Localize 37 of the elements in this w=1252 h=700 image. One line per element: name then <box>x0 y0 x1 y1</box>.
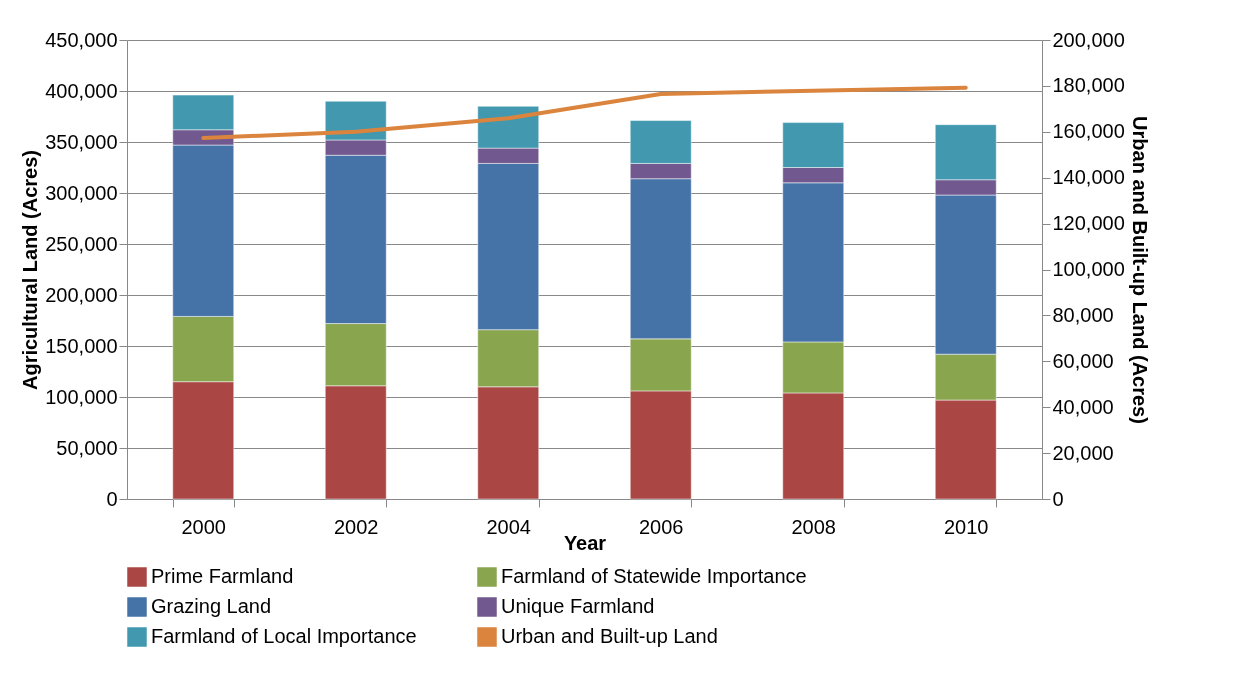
y2-tick-label: 200,000 <box>1052 28 1125 51</box>
x-tick-label: 2000 <box>181 515 226 538</box>
y-tick-label: 50,000 <box>56 436 118 459</box>
y-tick-label: 350,000 <box>45 130 118 153</box>
y2-tick-label: 0 <box>1052 487 1064 510</box>
legend-label: Prime Farmland <box>151 565 294 587</box>
y2-tick-label: 180,000 <box>1052 74 1125 97</box>
y-tick-label: 400,000 <box>45 79 118 102</box>
legend-label: Grazing Land <box>151 595 272 617</box>
x-axis-title: Year <box>563 531 607 554</box>
y-tick-label: 450,000 <box>45 28 118 51</box>
legend-label: Unique Farmland <box>501 595 655 617</box>
x-tick-label: 2010 <box>944 515 989 538</box>
y-tick-label: 300,000 <box>45 181 118 204</box>
x-tick-label: 2002 <box>334 515 379 538</box>
y2-tick-label: 40,000 <box>1052 395 1114 418</box>
y-tick-label: 0 <box>106 487 118 510</box>
legend-label: Farmland of Statewide Importance <box>501 565 807 587</box>
y2-tick-label: 120,000 <box>1052 212 1125 235</box>
y2-tick-label: 80,000 <box>1052 303 1114 326</box>
legend-label: Urban and Built-up Land <box>501 625 718 647</box>
y-tick-label: 200,000 <box>45 283 118 306</box>
x-tick-label: 2006 <box>639 515 684 538</box>
y2-tick-label: 60,000 <box>1052 349 1114 372</box>
y2-tick-label: 160,000 <box>1052 120 1125 143</box>
legend-label: Farmland of Local Importance <box>151 625 417 647</box>
line-series <box>201 85 968 140</box>
y-tick-label: 150,000 <box>45 334 118 357</box>
y2-tick-label: 20,000 <box>1052 441 1114 464</box>
y-tick-label: 250,000 <box>45 232 118 255</box>
y2-tick-label: 140,000 <box>1052 166 1125 189</box>
y2-axis-title: Urban and Built-up Land (Acres) <box>1128 116 1151 424</box>
x-tick-label: 2008 <box>791 515 836 538</box>
y-axis-title: Agricultural Land (Acres) <box>19 149 42 391</box>
y-tick-label: 100,000 <box>45 385 118 408</box>
y2-tick-label: 100,000 <box>1052 258 1125 280</box>
x-tick-label: 2004 <box>486 515 531 538</box>
